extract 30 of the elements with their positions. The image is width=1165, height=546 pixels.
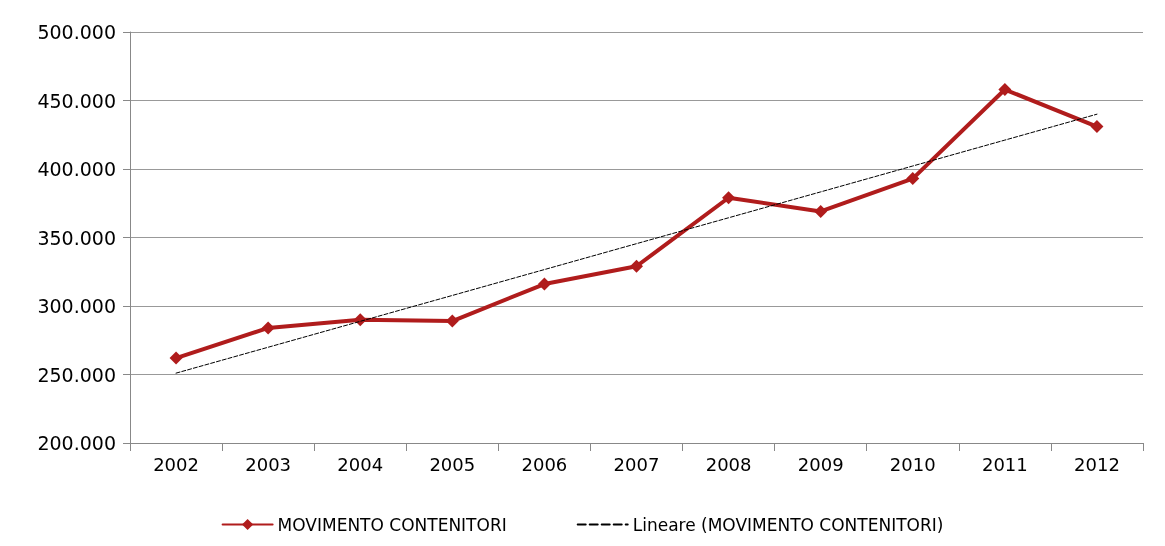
point — [906, 172, 920, 186]
point — [537, 277, 551, 291]
x-tick-label: 2003 — [245, 453, 292, 475]
legend-label: MOVIMENTO CONTENITORI — [277, 514, 507, 535]
x-tick-label: 2012 — [1074, 453, 1120, 475]
point — [722, 191, 736, 205]
y-tick-label: 400.000 — [37, 158, 116, 180]
point — [169, 351, 183, 365]
x-tick-label: 2010 — [889, 453, 936, 475]
x-tick-label: 2006 — [521, 453, 568, 475]
y-tick-label: 500.000 — [37, 21, 116, 43]
x-tick-label: 2011 — [981, 453, 1028, 475]
y-tick-label: 300.000 — [37, 295, 116, 317]
y-tick-label: 350.000 — [37, 226, 116, 249]
x-tick-label: 2005 — [429, 453, 476, 475]
x-tick-label: 2008 — [705, 453, 752, 475]
point — [814, 204, 828, 218]
point — [630, 259, 643, 273]
point — [1090, 120, 1104, 134]
x-tick-label: 2004 — [337, 453, 384, 475]
x-tick-label: 2007 — [613, 453, 660, 475]
legend-label: Lineare (MOVIMENTO CONTENITORI) — [632, 514, 944, 535]
x-tick-label: 2009 — [797, 453, 844, 475]
y-tick-label: 250.000 — [37, 363, 116, 386]
point — [445, 314, 459, 328]
point — [261, 321, 275, 335]
y-tick-label: 200.000 — [37, 432, 116, 454]
point — [998, 83, 1012, 97]
x-tick-label: 2002 — [153, 453, 199, 475]
y-tick-label: 450.000 — [37, 89, 116, 112]
